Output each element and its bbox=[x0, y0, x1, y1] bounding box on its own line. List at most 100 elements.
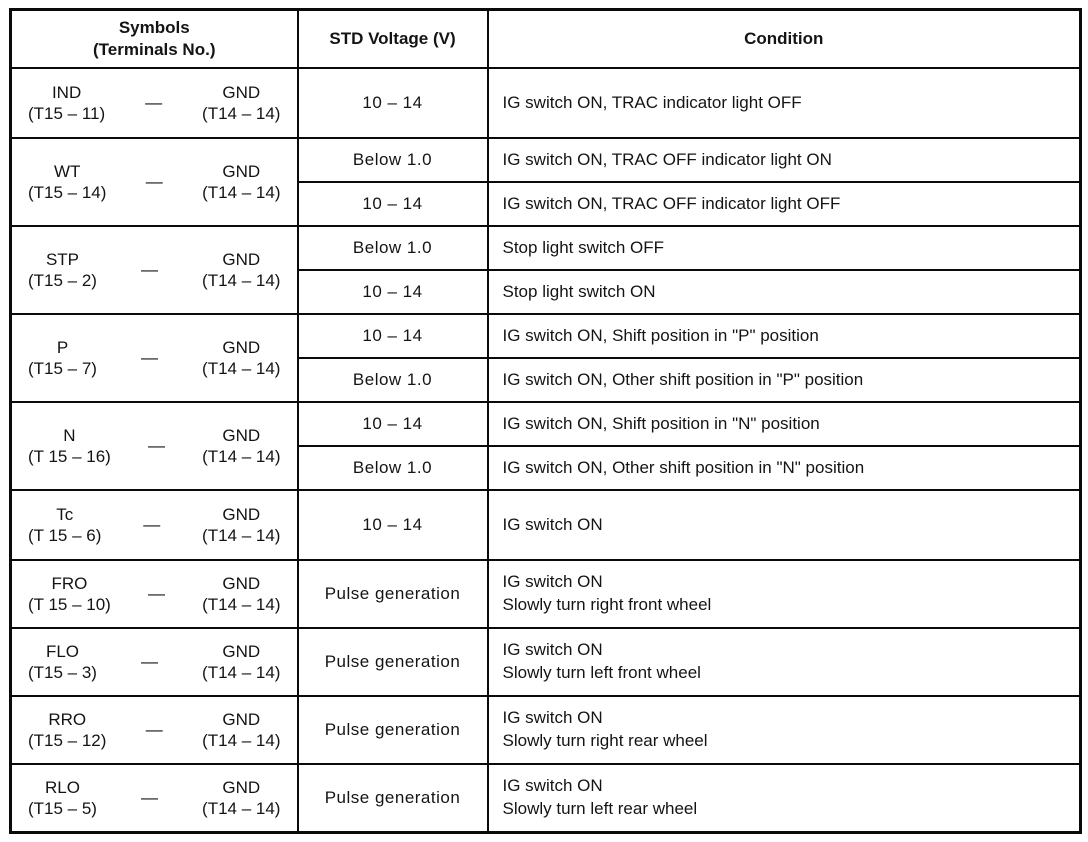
condition-line: IG switch ON, Other shift position in "N… bbox=[502, 457, 865, 477]
gnd-name: GND bbox=[222, 82, 261, 102]
condition-cell: IG switch ON, Shift position in "P" posi… bbox=[486, 313, 1082, 360]
condition-line: IG switch ON bbox=[502, 572, 603, 592]
symbol-cell: WT (T15 – 14) — GND (T14 – 14) bbox=[9, 137, 299, 228]
voltage-cell: 10 – 14 bbox=[296, 489, 489, 562]
gnd-terminal: (T14 – 14) bbox=[202, 663, 281, 683]
gnd-label: GND (T14 – 14) bbox=[202, 425, 280, 468]
condition-cell: IG switch ON, TRAC OFF indicator light O… bbox=[486, 137, 1082, 184]
dash-separator: — bbox=[145, 93, 163, 113]
gnd-label: GND (T14 – 14) bbox=[202, 504, 280, 547]
terminal-voltage-table: Symbols (Terminals No.) STD Voltage (V) … bbox=[9, 8, 1082, 834]
symbol-name: RLO bbox=[45, 777, 80, 797]
gnd-label: GND (T14 – 14) bbox=[202, 337, 280, 380]
symbol-cell: N (T 15 – 16) — GND (T14 – 14) bbox=[9, 401, 299, 492]
condition-line: Stop light switch OFF bbox=[502, 237, 665, 257]
dash-separator: — bbox=[145, 172, 163, 192]
gnd-terminal: (T14 – 14) bbox=[202, 526, 281, 546]
condition-line: Stop light switch ON bbox=[502, 281, 656, 301]
symbol-name: STP bbox=[45, 249, 80, 269]
gnd-label: GND (T14 – 14) bbox=[202, 573, 280, 616]
dash-separator: — bbox=[145, 720, 163, 740]
symbol-label: FLO (T15 – 3) bbox=[28, 641, 97, 684]
symbol-cell: FRO (T 15 – 10) — GND (T14 – 14) bbox=[9, 559, 299, 630]
symbol-cell: RLO (T15 – 5) — GND (T14 – 14) bbox=[9, 763, 299, 834]
symbol-pair: RRO (T15 – 12) — GND (T14 – 14) bbox=[22, 709, 287, 752]
symbol-cell: P (T15 – 7) — GND (T14 – 14) bbox=[9, 313, 299, 404]
table-row: WT (T15 – 14) — GND (T14 – 14) Below 1.0 IG sw… bbox=[9, 137, 1082, 228]
gnd-name: GND bbox=[222, 161, 261, 181]
symbol-terminal: (T15 – 7) bbox=[28, 359, 97, 379]
condition-line: IG switch ON, Shift position in "P" posi… bbox=[502, 325, 819, 345]
symbol-label: RLO (T15 – 5) bbox=[28, 777, 97, 820]
header-row: Symbols (Terminals No.) STD Voltage (V) … bbox=[9, 8, 1082, 70]
symbol-label: STP (T15 – 2) bbox=[28, 249, 97, 292]
gnd-label: GND (T14 – 14) bbox=[202, 161, 280, 204]
symbol-name: FLO bbox=[45, 641, 80, 661]
symbol-pair: P (T15 – 7) — GND (T14 – 14) bbox=[22, 337, 287, 380]
symbol-label: RRO (T15 – 12) bbox=[28, 709, 106, 752]
voltage-cell: 10 – 14 bbox=[296, 313, 489, 360]
condition-line: IG switch ON bbox=[502, 776, 603, 795]
symbol-pair: Tc (T 15 – 6) — GND (T14 – 14) bbox=[22, 504, 287, 547]
condition-cell: IG switch ON Slowly turn left rear wheel bbox=[486, 763, 1082, 834]
symbol-pair: IND (T15 – 11) — GND (T14 – 14) bbox=[22, 82, 287, 125]
condition-cell: IG switch ON, Shift position in "N" posi… bbox=[486, 401, 1082, 448]
header-symbols-line1: Symbols bbox=[118, 18, 190, 37]
symbol-terminal: (T 15 – 10) bbox=[28, 595, 111, 615]
gnd-label: GND (T14 – 14) bbox=[202, 82, 280, 125]
voltage-cell: Pulse generation bbox=[296, 559, 489, 630]
voltage-cell: 10 – 14 bbox=[296, 181, 489, 228]
gnd-terminal: (T14 – 14) bbox=[202, 447, 281, 467]
dash-separator: — bbox=[141, 787, 159, 807]
dash-separator: — bbox=[141, 348, 159, 368]
gnd-name: GND bbox=[222, 573, 261, 593]
voltage-cell: Below 1.0 bbox=[296, 137, 489, 184]
condition-cell: Stop light switch OFF bbox=[486, 225, 1082, 272]
symbol-label: WT (T15 – 14) bbox=[28, 161, 106, 204]
condition-cell: IG switch ON, TRAC OFF indicator light O… bbox=[486, 181, 1082, 228]
gnd-terminal: (T14 – 14) bbox=[202, 183, 281, 203]
voltage-cell: 10 – 14 bbox=[296, 67, 489, 140]
dash-separator: — bbox=[147, 436, 165, 456]
table-row: 10 – 14 IG switch ON, TRAC OFF indicator … bbox=[11, 181, 1082, 228]
gnd-name: GND bbox=[222, 249, 261, 269]
symbol-pair: WT (T15 – 14) — GND (T14 – 14) bbox=[22, 161, 287, 204]
symbol-pair: FRO (T 15 – 10) — GND (T14 – 14) bbox=[22, 573, 287, 616]
symbol-label: Tc (T 15 – 6) bbox=[28, 504, 101, 547]
table-row: FRO (T 15 – 10) — GND (T14 – 14) Pulse genera… bbox=[9, 559, 1082, 630]
voltage-cell: 10 – 14 bbox=[296, 269, 489, 316]
header-condition: Condition bbox=[486, 8, 1082, 70]
symbol-name: WT bbox=[54, 161, 81, 181]
symbol-name: P bbox=[56, 337, 69, 357]
symbol-terminal: (T15 – 11) bbox=[28, 104, 106, 124]
symbol-terminal: (T 15 – 16) bbox=[28, 447, 111, 467]
symbol-name: RRO bbox=[48, 709, 87, 729]
symbol-terminal: (T15 – 3) bbox=[28, 663, 97, 683]
table-row: Below 1.0 IG switch ON, Other shift posit… bbox=[11, 445, 1082, 492]
voltage-cell: Pulse generation bbox=[296, 763, 489, 834]
voltage-cell: Below 1.0 bbox=[296, 445, 489, 492]
condition-line: Slowly turn right rear wheel bbox=[502, 731, 708, 751]
gnd-terminal: (T14 – 14) bbox=[202, 798, 281, 818]
table-row: 10 – 14 Stop light switch ON bbox=[11, 269, 1082, 316]
symbol-cell: RRO (T15 – 12) — GND (T14 – 14) bbox=[9, 695, 299, 766]
table-row: N (T 15 – 16) — GND (T14 – 14) 10 – 14 IG swit… bbox=[9, 401, 1082, 492]
condition-line: IG switch ON, Shift position in "N" posi… bbox=[502, 413, 820, 433]
condition-line: Slowly turn left rear wheel bbox=[502, 798, 698, 818]
condition-line: IG switch ON, TRAC indicator light OFF bbox=[502, 92, 802, 112]
gnd-name: GND bbox=[222, 425, 261, 445]
symbol-label: FRO (T 15 – 10) bbox=[28, 573, 111, 616]
condition-cell: IG switch ON, TRAC indicator light OFF bbox=[486, 67, 1082, 140]
gnd-terminal: (T14 – 14) bbox=[202, 271, 281, 291]
condition-cell: IG switch ON, Other shift position in "P… bbox=[486, 357, 1082, 404]
header-std-voltage: STD Voltage (V) bbox=[296, 8, 489, 70]
header-symbols-line2: (Terminals No.) bbox=[93, 40, 216, 60]
voltage-cell: Pulse generation bbox=[296, 695, 489, 766]
symbol-terminal: (T15 – 14) bbox=[28, 183, 107, 203]
table-row: RRO (T15 – 12) — GND (T14 – 14) Pulse generat… bbox=[9, 695, 1082, 766]
symbol-cell: Tc (T 15 – 6) — GND (T14 – 14) bbox=[9, 489, 299, 562]
table-body: IND (T15 – 11) — GND (T14 – 14) 10 – 14 IG swi… bbox=[9, 67, 1082, 834]
symbol-terminal: (T15 – 5) bbox=[28, 798, 97, 818]
symbol-name: N bbox=[63, 425, 76, 445]
dash-separator: — bbox=[147, 584, 165, 604]
